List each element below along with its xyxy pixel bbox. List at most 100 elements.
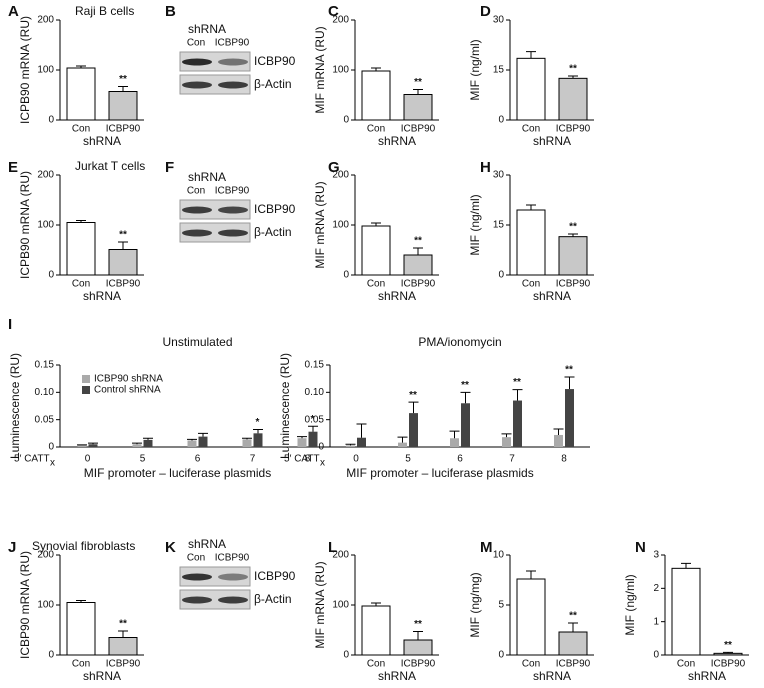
x-tick-label: 5 — [405, 454, 411, 465]
blot-band — [182, 596, 212, 604]
bar — [66, 602, 96, 656]
error-bar — [198, 432, 208, 437]
x-tick-label: ICBP90 — [711, 659, 746, 670]
y-axis-label: Luminescence (RU) — [278, 353, 292, 459]
band-label: β-Actin — [254, 225, 292, 239]
x-tick-label: Con — [522, 659, 540, 670]
y-axis-label: ICPB90 mRNA (RU) — [18, 171, 32, 279]
error-bar — [460, 391, 471, 404]
y-tick-label: 200 — [332, 15, 349, 26]
panel-label: L — [328, 539, 337, 556]
x-tick-label: Con — [677, 659, 695, 670]
bar — [565, 389, 574, 447]
y-tick-label: 0.05 — [35, 414, 55, 425]
x-tick-label: 5 — [140, 454, 146, 465]
panel-label: G — [328, 159, 340, 176]
error-bar — [681, 562, 691, 569]
x-tick-label: Con — [72, 659, 90, 670]
significance: ** — [414, 236, 422, 247]
x-prefix-sub: x — [50, 458, 55, 469]
x-tick-label: ICBP90 — [556, 659, 591, 670]
x-tick-label: 6 — [195, 454, 201, 465]
x-axis-label: shRNA — [533, 134, 571, 148]
error-bar — [187, 438, 197, 441]
blot-band — [218, 58, 248, 66]
error-bar — [501, 433, 512, 438]
y-tick-label: 0.10 — [305, 387, 325, 398]
x-tick-label: 7 — [509, 454, 515, 465]
y-tick-label: 0 — [343, 650, 349, 661]
y-tick-label: 0.10 — [35, 387, 55, 398]
blot-band — [182, 229, 212, 237]
error-bar — [526, 570, 536, 579]
panel-label: B — [165, 3, 176, 20]
x-axis-label: shRNA — [533, 289, 571, 303]
blot-band — [182, 573, 212, 581]
error-bar — [526, 51, 536, 59]
y-tick-label: 200 — [37, 170, 54, 181]
y-axis-label: ICPB90 mRNA (RU) — [18, 16, 32, 124]
significance: * — [256, 417, 260, 428]
y-tick-label: 0 — [48, 115, 54, 126]
panel-label: I — [8, 316, 12, 333]
bar — [297, 438, 307, 447]
blot-strip — [179, 566, 251, 587]
x-tick-label: 7 — [250, 454, 256, 465]
blot-strip — [179, 51, 251, 72]
error-bar — [143, 437, 153, 440]
panel-label: N — [635, 539, 646, 556]
y-axis-label: MIF (ng/mg) — [468, 572, 482, 637]
error-bar — [413, 247, 423, 255]
x-tick-label: Con — [367, 124, 385, 135]
y-axis-label: MIF mRNA (RU) — [313, 561, 327, 648]
chart-title: PMA/ionomycin — [418, 335, 501, 349]
bar — [361, 605, 391, 656]
panel-label: M — [480, 539, 493, 556]
y-tick-label: 5 — [498, 600, 504, 611]
x-tick-label: 0 — [353, 454, 359, 465]
significance: ** — [119, 74, 127, 85]
bar — [66, 67, 96, 121]
y-tick-label: 200 — [37, 15, 54, 26]
x-tick-label: ICBP90 — [556, 124, 591, 135]
error-bar — [413, 89, 423, 95]
y-tick-label: 0 — [48, 650, 54, 661]
y-tick-label: 15 — [493, 65, 505, 76]
x-tick-label: Con — [522, 279, 540, 290]
bar — [516, 209, 546, 276]
x-tick-label: ICBP90 — [401, 279, 436, 290]
panel-label: C — [328, 3, 339, 20]
significance: ** — [569, 222, 577, 233]
x-axis-label: shRNA — [378, 669, 416, 683]
error-bar — [564, 376, 575, 390]
error-bar — [397, 436, 408, 443]
bar — [403, 94, 433, 121]
x-tick-label: ICBP90 — [106, 279, 141, 290]
bar — [108, 637, 138, 656]
x-axis-label: shRNA — [378, 134, 416, 148]
error-bar — [345, 443, 356, 446]
error-bar — [88, 442, 98, 445]
y-tick-label: 30 — [493, 170, 505, 181]
error-bar — [242, 437, 252, 440]
bar — [77, 445, 87, 447]
error-bar — [371, 602, 381, 606]
x-axis-label: shRNA — [83, 669, 121, 683]
error-bar — [118, 241, 128, 250]
error-bar — [308, 425, 318, 432]
blot-strip — [179, 589, 251, 610]
error-bar — [568, 233, 578, 237]
blot-strip — [179, 199, 251, 220]
lane-label: ICBP90 — [215, 553, 250, 564]
panel-label: H — [480, 159, 491, 176]
band-label: β-Actin — [254, 592, 292, 606]
x-tick-label: Con — [367, 279, 385, 290]
x-tick-label: ICBP90 — [556, 279, 591, 290]
blot-band — [218, 81, 248, 89]
lane-label: Con — [187, 553, 205, 564]
x-tick-label: Con — [367, 659, 385, 670]
bar — [361, 70, 391, 121]
y-axis-label: ICBP90 mRNA (RU) — [18, 551, 32, 659]
error-bar — [118, 630, 128, 638]
significance: ** — [119, 619, 127, 630]
